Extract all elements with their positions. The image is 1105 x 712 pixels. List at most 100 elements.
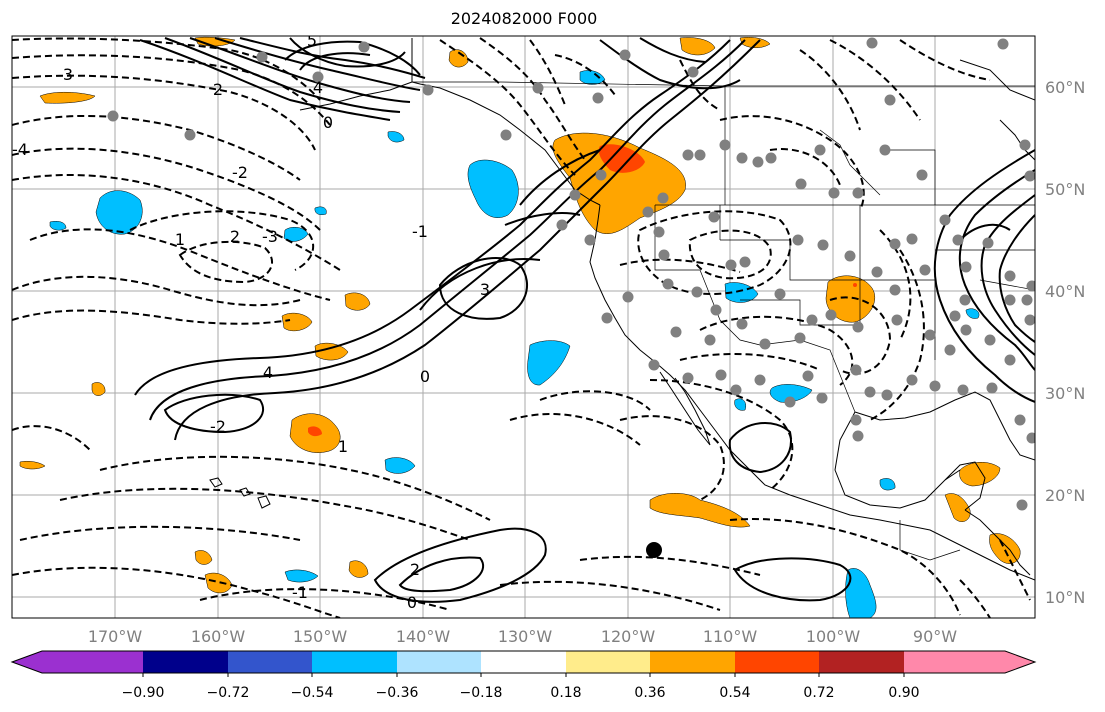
station-dot: [852, 321, 864, 333]
lon-label: 160°W: [191, 627, 246, 646]
station-dot: [889, 238, 901, 250]
position-marker: [646, 542, 662, 558]
station-dot: [658, 249, 670, 261]
contour-label: 3: [63, 65, 73, 84]
colorbar-tick-labels: −0.90 −0.72 −0.54 −0.36 −0.18 0.18 0.36 0.54 0.7…: [122, 673, 920, 701]
station-dot: [939, 214, 951, 226]
colorbar-tick-label: −0.54: [291, 685, 334, 701]
colorbar-tick-label: 0.54: [719, 685, 750, 701]
colorbar-tick-label: −0.72: [207, 685, 250, 701]
station-dot: [784, 396, 796, 408]
contour-label: 2: [410, 560, 420, 579]
contour-label: 5: [307, 31, 317, 50]
station-dot: [107, 110, 119, 122]
station-dot: [864, 386, 876, 398]
colorbar-segment: [735, 651, 819, 673]
station-dot: [642, 206, 654, 218]
station-dot: [814, 144, 826, 156]
station-dot: [710, 304, 722, 316]
station-dot: [691, 286, 703, 298]
station-dot: [719, 139, 731, 151]
station-dot: [825, 309, 837, 321]
station-dot: [736, 318, 748, 330]
station-dot: [1026, 432, 1035, 444]
lon-label: 110°W: [703, 627, 758, 646]
map-frame: [11, 35, 1036, 619]
lat-label: 40°N: [1045, 282, 1085, 301]
contour-label: -4: [12, 140, 28, 159]
station-dot: [806, 314, 818, 326]
colorbar-tick-label: −0.90: [122, 685, 165, 701]
colorbar-tick-label: 0.72: [803, 685, 834, 701]
station-dot: [986, 382, 998, 394]
station-dot: [708, 211, 720, 223]
station-dot: [949, 310, 961, 322]
station-dot: [715, 369, 727, 381]
station-dot: [919, 264, 931, 276]
contour-label: -1: [292, 583, 308, 602]
station-dot: [670, 326, 682, 338]
station-dot: [960, 261, 972, 273]
station-dot: [422, 84, 434, 96]
station-dot: [622, 291, 634, 303]
station-dot: [817, 239, 829, 251]
station-dot: [592, 92, 604, 104]
station-dot: [984, 334, 996, 346]
contour-label: 2: [230, 227, 240, 246]
contour-lines-dashed: [12, 37, 1031, 618]
station-dot: [1024, 314, 1035, 326]
contour-label: 2: [213, 80, 223, 99]
station-dot: [556, 219, 568, 231]
colorbar-segment: [312, 651, 397, 673]
station-dot: [759, 338, 771, 350]
station-dot: [184, 129, 196, 141]
station-dot: [532, 82, 544, 94]
contour-label: -2: [232, 163, 248, 182]
contour-label: 1: [175, 230, 185, 249]
station-dot: [662, 278, 674, 290]
station-dot: [997, 38, 1009, 50]
colorbar: [10, 650, 1037, 674]
station-dot: [889, 284, 901, 296]
station-dot: [802, 370, 814, 382]
coastlines: [209, 38, 1035, 581]
station-dot: [312, 71, 324, 83]
station-dot: [795, 178, 807, 190]
colorbar-outline: [10, 650, 1037, 674]
lat-label: 10°N: [1045, 588, 1085, 607]
contour-label: 3: [480, 280, 490, 299]
station-dot: [682, 372, 694, 384]
colorbar-segment: [481, 651, 566, 673]
station-dot: [866, 37, 878, 49]
station-dot: [1016, 499, 1028, 511]
station-dot: [852, 430, 864, 442]
station-dot: [1021, 294, 1033, 306]
strong-positive-shading: [308, 144, 857, 437]
station-dot: [982, 237, 994, 249]
contour-label: 4: [263, 363, 273, 382]
station-dot: [879, 144, 891, 156]
station-dot: [959, 294, 971, 306]
station-dot: [653, 226, 665, 238]
station-dot: [682, 149, 694, 161]
station-dot: [844, 250, 856, 262]
station-dot: [595, 169, 607, 181]
station-dot: [500, 129, 512, 141]
station-dot: [704, 334, 716, 346]
lat-label: 60°N: [1045, 78, 1085, 97]
colorbar-segment: [143, 651, 228, 673]
colorbar-tick-label: 0.18: [550, 685, 581, 701]
station-markers: [107, 37, 1035, 511]
station-dot: [1004, 354, 1016, 366]
colorbar-segment: [566, 651, 650, 673]
lat-label: 20°N: [1045, 486, 1085, 505]
contour-lines-solid: [134, 37, 1035, 603]
contour-label: 0: [407, 593, 417, 612]
latitude-labels: 60°N 50°N 40°N 30°N 20°N 10°N: [1045, 78, 1085, 607]
station-dot: [852, 187, 864, 199]
station-dot: [739, 256, 751, 268]
colorbar-segment: [228, 651, 312, 673]
lon-label: 120°W: [601, 627, 656, 646]
